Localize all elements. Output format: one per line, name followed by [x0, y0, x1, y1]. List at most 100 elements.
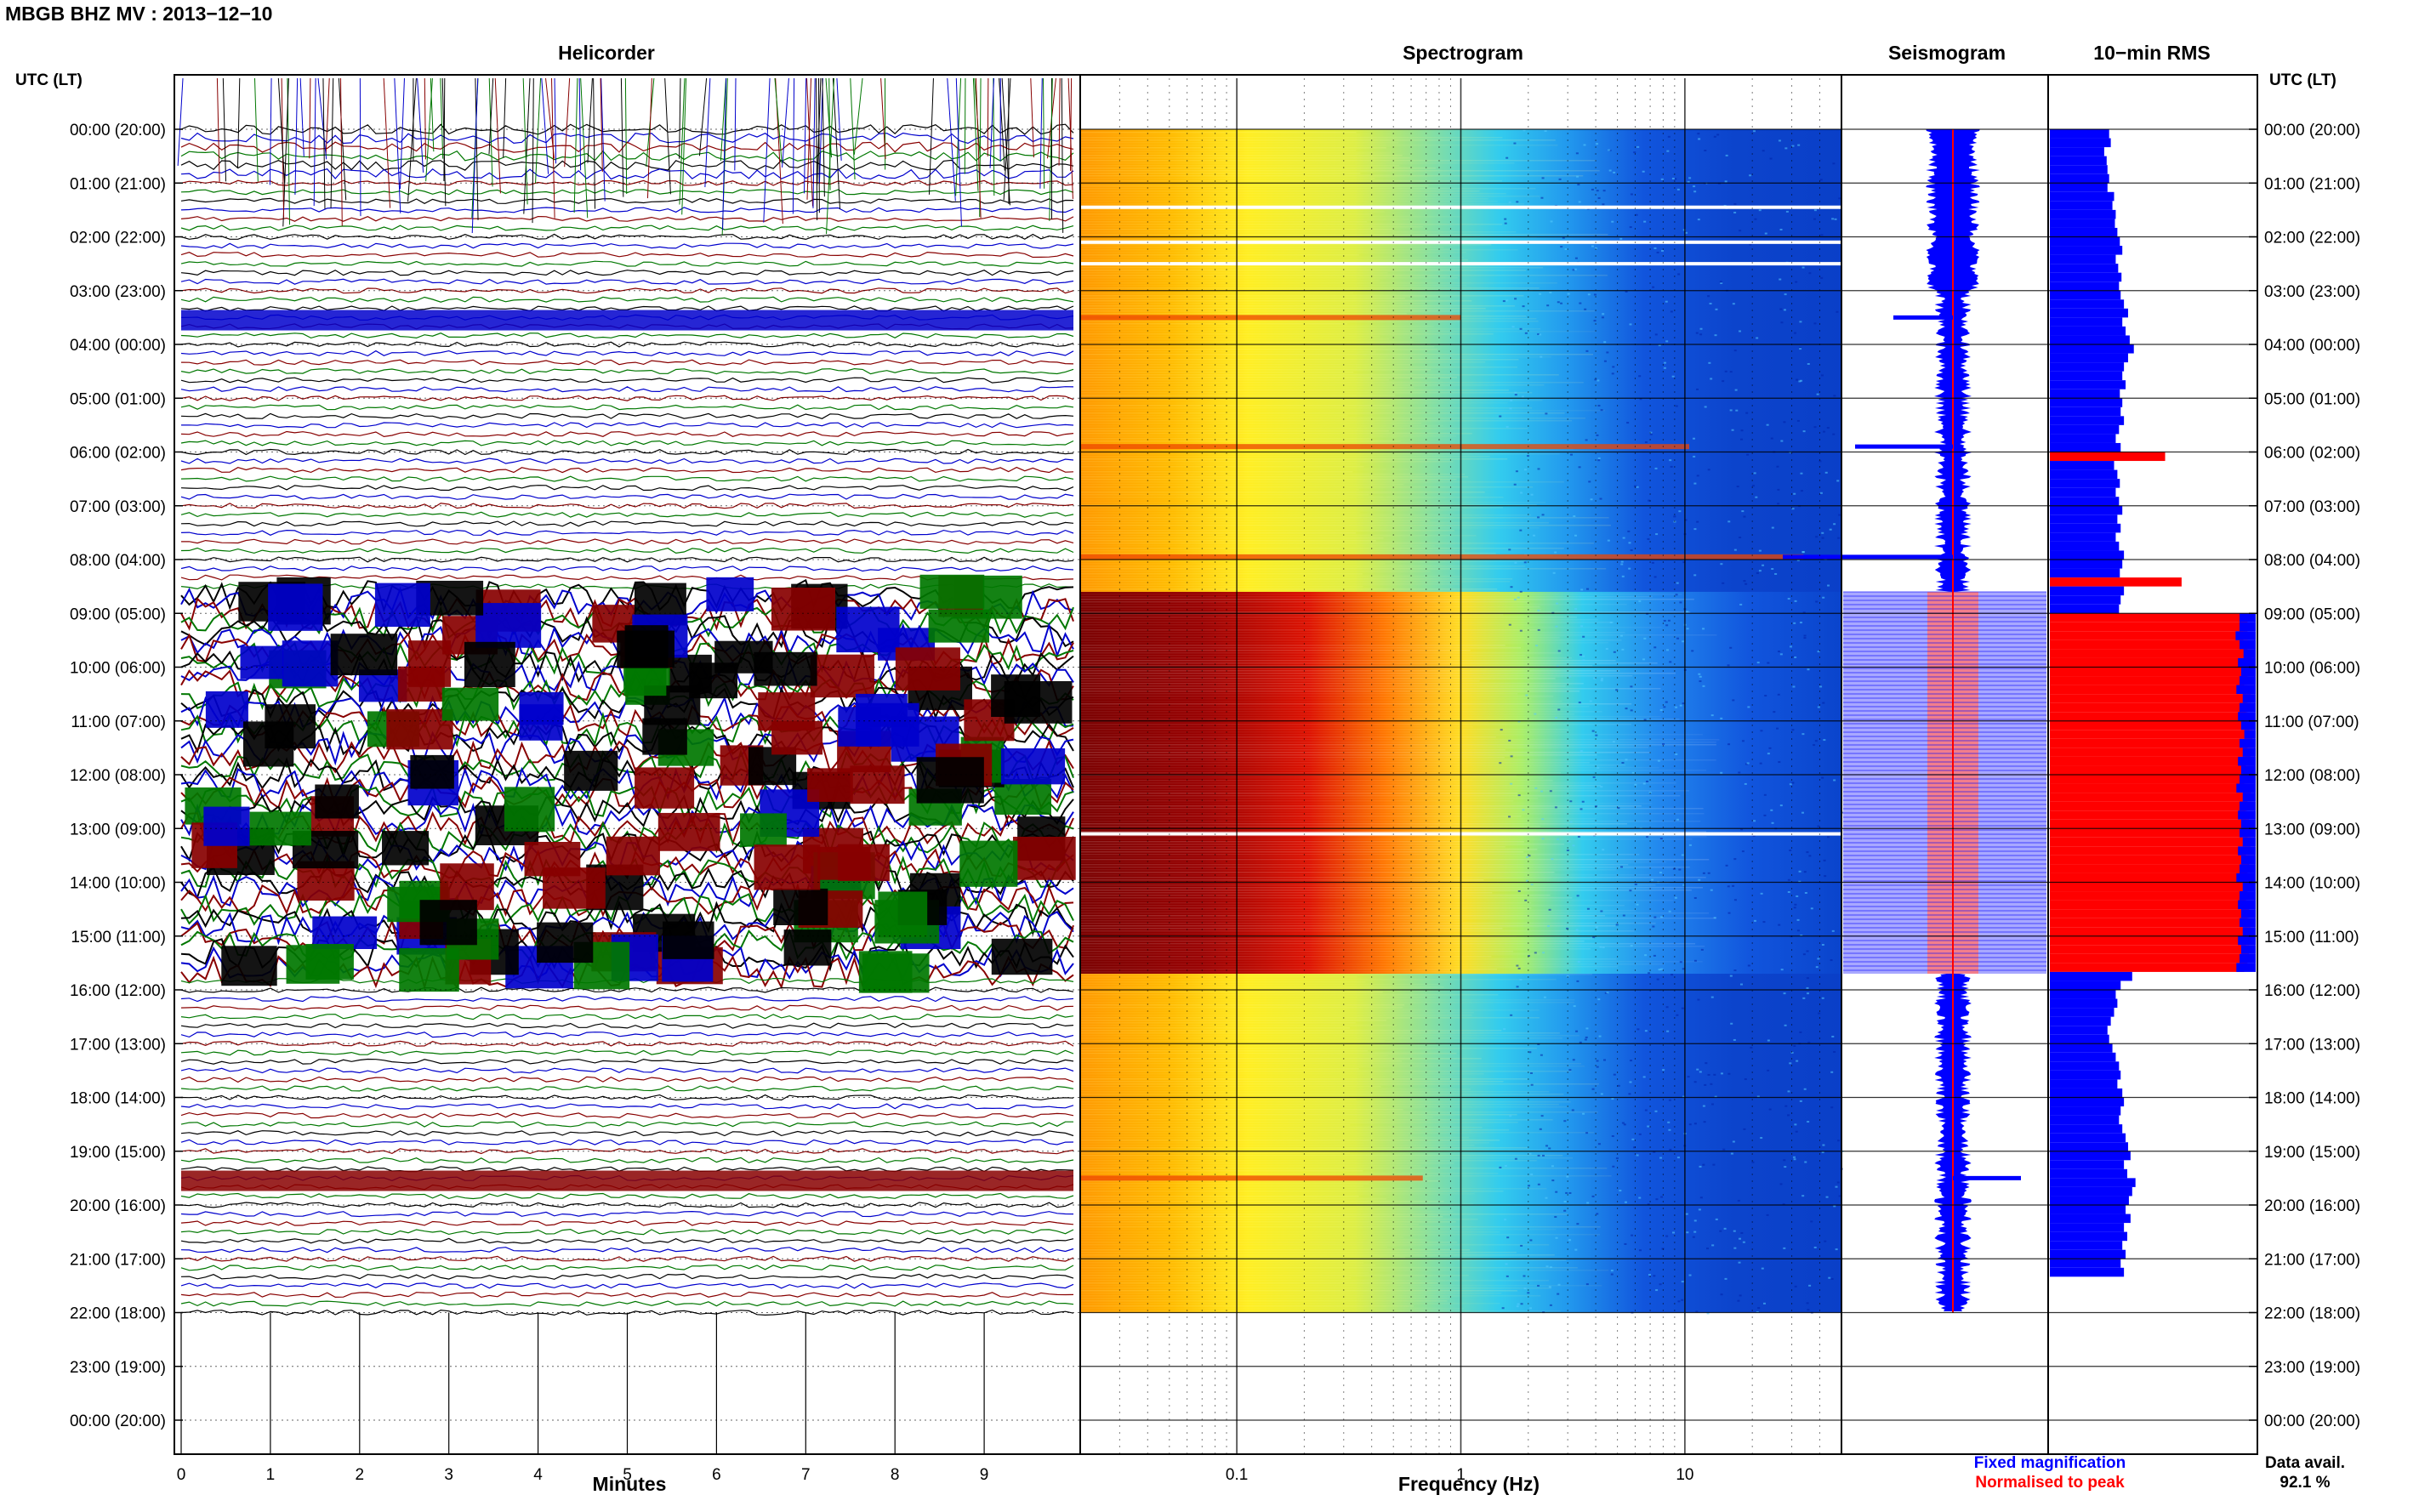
- spectrogram-streak: [1080, 782, 1676, 784]
- spectrogram-noise: [1833, 523, 1836, 526]
- minute-tick-label: 8: [891, 1466, 900, 1484]
- spectrogram-streak: [1080, 800, 1514, 802]
- rms-bar-fixed-part: [2238, 657, 2256, 668]
- helicorder-trace: [180, 448, 1074, 456]
- spectrogram-noise: [1734, 389, 1738, 391]
- spectrogram-noise: [1563, 1209, 1567, 1212]
- spectrogram-noise: [1702, 1105, 1705, 1107]
- helicorder-swarm-event: [537, 922, 594, 963]
- spectrogram-streak: [1080, 1129, 1510, 1131]
- helicorder-swarm-event: [386, 709, 453, 750]
- spectrogram-streak: [1080, 1287, 1552, 1289]
- spectrogram-noise: [1623, 1123, 1626, 1126]
- spectrogram-streak: [1080, 1012, 1474, 1014]
- rms-bar: [2050, 344, 2134, 354]
- spectrogram-streak: [1080, 729, 1569, 730]
- helicorder-swarm-event: [991, 938, 1053, 975]
- spectrogram-streak: [1080, 1020, 1387, 1021]
- spectrogram-noise: [1737, 1299, 1740, 1302]
- rms-bar: [2050, 147, 2104, 156]
- spectrogram-streak: [1080, 864, 1629, 866]
- spectrogram-streak: [1080, 1247, 1388, 1248]
- spectrogram-streak: [1080, 433, 1472, 435]
- helicorder-swarm-event: [810, 654, 874, 698]
- helicorder-swarm-event: [564, 750, 618, 791]
- rms-bar-fixed-part: [2238, 935, 2256, 946]
- spectrogram-streak: [1080, 790, 1690, 792]
- spectrogram-streak: [1080, 216, 1462, 218]
- helicorder-swarm-event: [382, 831, 430, 866]
- spectrogram-noise: [1510, 755, 1513, 758]
- spectrogram-noise: [1576, 1223, 1579, 1225]
- helicorder-swarm-event: [862, 953, 930, 993]
- spectrogram-streak: [1080, 359, 1519, 361]
- spectrogram-streak: [1080, 619, 1598, 621]
- spectrogram-noise: [1682, 1095, 1685, 1098]
- spectrogram-noise: [1648, 1274, 1651, 1276]
- spectrogram-streak: [1080, 139, 1556, 141]
- rms-bar: [2050, 1259, 2121, 1268]
- spectrogram-noise: [1638, 1197, 1642, 1199]
- spectrogram-noise: [1749, 174, 1752, 177]
- spectrogram-noise: [1632, 1146, 1636, 1149]
- spectrogram-noise: [1777, 503, 1780, 505]
- spectrogram-noise: [1777, 488, 1780, 491]
- spectrogram-noise: [1823, 859, 1826, 861]
- spectrogram-streak: [1080, 963, 1665, 965]
- helicorder-spike: [383, 77, 391, 208]
- spectrogram-streak: [1080, 933, 1579, 935]
- spectrogram-noise: [1830, 959, 1833, 962]
- spectrogram-streak: [1080, 1140, 1500, 1141]
- spectrogram-streak: [1080, 374, 1559, 376]
- rms-bar: [2050, 1231, 2127, 1242]
- spectrogram-noise: [1602, 190, 1606, 192]
- spectrogram-streak: [1080, 180, 1502, 182]
- spectrogram-streak: [1080, 979, 1557, 981]
- spectrogram-streak: [1080, 1025, 1397, 1026]
- spectrogram-noise: [1528, 855, 1531, 857]
- minute-tick-label: 1: [266, 1466, 276, 1484]
- spectrogram-noise: [1627, 530, 1631, 532]
- helicorder-trace: [180, 520, 1074, 527]
- time-tick-label-left: 02:00 (22:00): [70, 230, 166, 247]
- spectrogram-noise: [1513, 483, 1517, 486]
- rms-bar: [2050, 819, 2250, 829]
- helicorder-swarm-event: [504, 787, 555, 832]
- spectrogram-noise: [1710, 714, 1714, 717]
- spectrogram-noise: [1799, 1100, 1802, 1102]
- spectrogram-noise: [1639, 398, 1642, 401]
- helicorder-spike: [359, 77, 361, 217]
- spectrogram-streak: [1080, 1083, 1599, 1085]
- spectrogram-noise: [1642, 658, 1646, 661]
- spectrogram-noise: [1681, 1007, 1684, 1009]
- spectrogram-streak: [1080, 509, 1462, 511]
- helicorder-trace: [180, 1111, 1074, 1119]
- spectrogram-noise: [1797, 144, 1801, 146]
- helicorder-swarm-event: [1012, 836, 1076, 880]
- spectrogram-noise: [1760, 892, 1763, 895]
- helicorder-swarm-event: [740, 813, 787, 847]
- helicorder-spike: [1049, 77, 1053, 221]
- spectrogram-noise: [1636, 1028, 1640, 1031]
- spectrogram-streak: [1080, 877, 1706, 878]
- spectrogram-noise: [1602, 849, 1605, 851]
- rms-bar: [2050, 568, 2120, 578]
- spectrogram-noise: [1808, 272, 1812, 275]
- spectrogram-noise: [1662, 742, 1665, 745]
- spectrogram-noise: [1817, 651, 1820, 653]
- spectrogram-streak: [1080, 249, 1518, 251]
- spectrogram-noise: [1796, 378, 1799, 381]
- spectrogram-noise: [1554, 806, 1557, 809]
- helicorder-spike: [425, 77, 433, 182]
- spectrogram-noise: [1787, 1090, 1790, 1093]
- helicorder-swarm-event: [282, 640, 339, 687]
- spectrogram-noise: [1505, 299, 1509, 302]
- spectrogram-noise: [1783, 1247, 1786, 1249]
- spectrogram-streak: [1080, 1002, 1575, 1003]
- helicorder-swarm-event: [663, 921, 714, 959]
- spectrogram-noise: [1771, 567, 1774, 570]
- spectrogram-noise: [1762, 150, 1765, 152]
- spectrogram-streak: [1080, 1193, 1475, 1195]
- spectrogram-streak: [1080, 1099, 1357, 1100]
- spectrogram-streak: [1080, 145, 1558, 146]
